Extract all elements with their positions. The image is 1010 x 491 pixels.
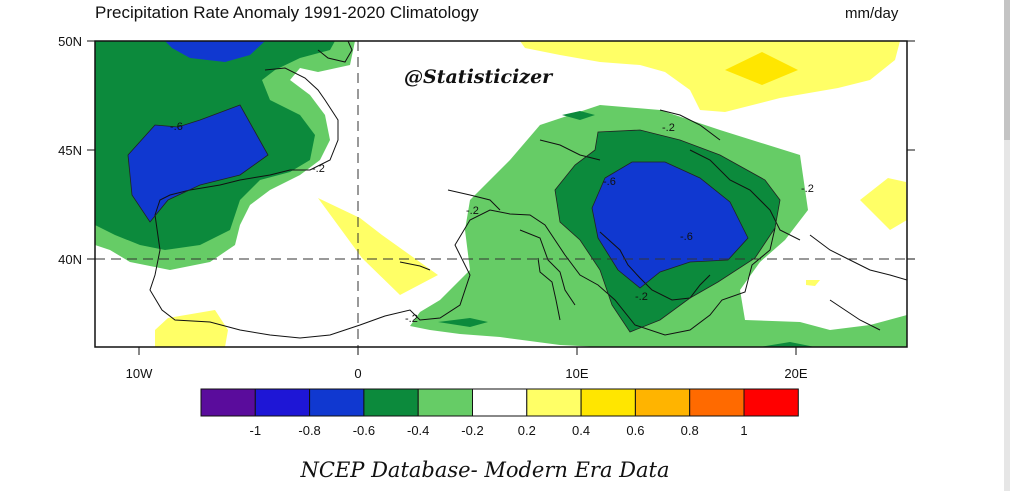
colorbar-swatch	[363, 388, 419, 417]
anomaly-region-small-yellow	[806, 280, 820, 286]
anomaly-region-central-blue	[592, 162, 748, 288]
lon-label: 10E	[565, 366, 588, 381]
lon-label: 20E	[784, 366, 807, 381]
colorbar-label: 0.8	[681, 423, 699, 438]
anomaly-region-east-yellow	[860, 178, 907, 230]
scrollbar-thumb[interactable]	[1004, 0, 1010, 140]
contour-label: -.6	[603, 176, 616, 188]
colorbar-swatch	[526, 388, 582, 417]
lat-ticks	[87, 40, 915, 260]
colorbar-label: -0.4	[407, 423, 429, 438]
colorbar-swatch	[200, 388, 256, 417]
lon-label: 10W	[126, 366, 153, 381]
lat-label: 45N	[58, 143, 82, 158]
contour-label: -.2	[312, 163, 325, 175]
contour-label: -.2	[466, 205, 479, 217]
watermark: @Statisticizer	[404, 66, 553, 88]
contour-label: -.2	[635, 291, 648, 303]
lat-label: 40N	[58, 252, 82, 267]
colorbar-label: -0.2	[461, 423, 483, 438]
colorbar-label: -0.6	[353, 423, 375, 438]
contour-label: -.2	[405, 313, 418, 325]
chart-title: Precipitation Rate Anomaly 1991-2020 Cli…	[95, 3, 479, 22]
colorbar-swatch	[472, 388, 528, 417]
lon-label: 0	[354, 366, 361, 381]
units-label: mm/day	[845, 5, 899, 22]
map-frame	[94, 40, 908, 348]
anomaly-region-dark-green-blob-north	[562, 111, 595, 120]
contour-lines	[127, 104, 781, 333]
anomaly-region-west-blue	[128, 105, 268, 222]
anomaly-region-dark-green-blob-south	[438, 318, 488, 327]
footer-caption: NCEP Database- Modern Era Data	[300, 458, 670, 482]
colorbar-swatch	[309, 388, 365, 417]
colorbar-label: 1	[740, 423, 747, 438]
lat-label: 50N	[58, 34, 82, 49]
anomaly-region-west-blue-north	[165, 41, 265, 62]
colorbar-swatch	[689, 388, 745, 417]
colorbar-label: -0.8	[298, 423, 320, 438]
colorbar-label: 0.6	[626, 423, 644, 438]
colorbar-label: 0.4	[572, 423, 590, 438]
colorbar-swatch	[634, 388, 691, 417]
anomaly-region-north-yellow	[520, 41, 900, 112]
map-plot-area: -.6 -.2 -.2 -.2 -.6 -.2 -.2 -.2 -.6	[95, 41, 907, 347]
colorbar-swatch	[417, 388, 474, 417]
anomaly-region-green-southeast	[760, 342, 815, 347]
anomaly-region-central-yellow	[318, 198, 438, 295]
colorbar-swatch	[580, 388, 636, 417]
colorbar: -1 -0.8 -0.6 -0.4 -0.2 0.2 0.4 0.6 0.8 1	[200, 388, 799, 438]
contour-label: -.6	[170, 121, 183, 133]
coastlines	[149, 41, 907, 339]
colorbar-swatch	[254, 388, 311, 417]
contour-label: -.2	[801, 183, 814, 195]
colorbar-label: -1	[250, 423, 262, 438]
colorbar-label: 0.2	[518, 423, 536, 438]
lon-ticks	[138, 347, 797, 355]
colorbar-swatch	[743, 388, 799, 417]
anomaly-region-north-yellow-core	[725, 52, 798, 85]
vertical-scrollbar[interactable]	[1004, 0, 1010, 491]
contour-label: -.6	[680, 231, 693, 243]
contour-label: -.2	[662, 122, 675, 134]
